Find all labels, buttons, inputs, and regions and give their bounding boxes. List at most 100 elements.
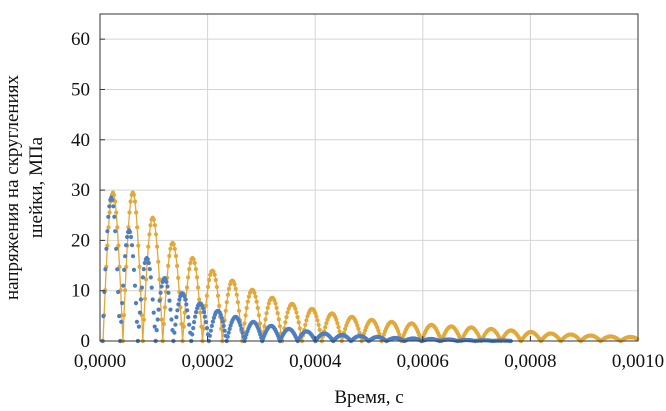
series-1-point <box>377 331 382 336</box>
series-1-point <box>243 313 248 318</box>
series-1-point <box>334 317 339 322</box>
series-1-point <box>155 244 160 249</box>
series-1-point <box>161 321 166 327</box>
series-1-point <box>181 324 186 329</box>
series-1-point <box>201 326 206 331</box>
series-2-point <box>194 310 199 315</box>
series-1-point <box>107 210 112 215</box>
series-1-point <box>147 232 152 237</box>
series-2-point <box>131 267 137 272</box>
x-tick-label: 0,0004 <box>289 351 342 372</box>
series-2-point <box>186 315 191 320</box>
series-1-point <box>197 297 202 302</box>
series-2-point <box>193 314 198 319</box>
series-1-point <box>121 313 127 318</box>
series-1-point <box>152 223 157 228</box>
series-2-point <box>177 297 182 302</box>
series-2-point <box>148 275 153 280</box>
series-2-point <box>114 246 119 251</box>
series-1-point <box>242 321 247 326</box>
series-1-point <box>276 317 281 322</box>
x-axis-title: Время, с <box>334 387 403 408</box>
x-tick-label: 0,0006 <box>397 351 449 372</box>
series-2-point <box>127 229 133 235</box>
series-2-point <box>136 324 141 329</box>
series-2-point <box>120 301 125 306</box>
series-1-point <box>233 286 238 291</box>
series-2-point <box>103 267 108 272</box>
series-2-point <box>204 326 210 331</box>
series-1-point <box>293 306 298 311</box>
series-1-point <box>266 301 271 306</box>
series-1-point <box>208 272 213 277</box>
y-tick-label: 0 <box>81 331 91 352</box>
series-2-point <box>117 314 122 319</box>
series-1-point <box>135 225 140 230</box>
series-2-point <box>169 317 174 322</box>
series-1-point <box>124 264 129 269</box>
series-1-point <box>252 290 257 295</box>
series-1-point <box>214 284 219 290</box>
series-1-point <box>304 318 309 323</box>
y-tick-label: 20 <box>71 230 90 251</box>
series-1-point <box>172 246 177 251</box>
series-1-point <box>127 210 132 215</box>
series-2-point <box>185 308 190 313</box>
series-1-point <box>137 264 142 269</box>
series-1-point <box>173 253 178 259</box>
series-1-point <box>105 243 110 248</box>
series-1-point <box>283 320 288 325</box>
series-2-point <box>159 284 164 289</box>
series-2-point <box>125 234 130 240</box>
series-1-point <box>256 313 261 318</box>
series-1-point <box>115 225 120 230</box>
series-2-point <box>115 267 120 272</box>
series-2-point <box>174 315 179 320</box>
series-2-point <box>175 308 180 313</box>
series-2-point <box>134 319 139 324</box>
series-1-point <box>264 311 269 316</box>
series-2-point <box>172 330 177 335</box>
series-1-point <box>162 305 167 310</box>
series-1-point <box>136 243 141 248</box>
series-2-point <box>137 310 142 315</box>
series-2-point <box>165 284 170 289</box>
series-2-point <box>176 302 181 307</box>
series-1-point <box>253 294 258 299</box>
y-axis-ticks: 0 10 20 30 40 50 60 <box>71 29 105 352</box>
x-tick-label: 0,0000 <box>74 351 126 372</box>
series-2-point <box>168 307 173 312</box>
series-2-point <box>121 283 126 288</box>
series-1-point <box>176 275 181 280</box>
series-1-point <box>223 308 228 313</box>
series-2-point <box>202 314 208 319</box>
series-1-point <box>215 293 221 298</box>
series-2-point <box>164 279 169 284</box>
series-2-point <box>156 307 161 312</box>
series-2-point <box>227 326 232 331</box>
series-2-point <box>208 328 213 333</box>
series-2-point <box>123 254 128 259</box>
series-1-point <box>323 325 328 330</box>
series-1-point <box>141 317 146 322</box>
series-1-point <box>184 285 190 290</box>
series-2-point <box>192 320 197 325</box>
series-1-point <box>186 275 191 280</box>
series-2-point <box>145 257 150 262</box>
series-2-point <box>173 322 178 327</box>
series-2-point <box>221 323 226 328</box>
series-2-point <box>116 289 121 295</box>
series-2-point <box>207 333 212 338</box>
series-1-point <box>111 192 117 197</box>
series-2-point <box>157 298 162 303</box>
series-1-point <box>171 242 176 247</box>
series-1-point <box>168 246 173 251</box>
series-2-point <box>183 297 188 302</box>
series-2-point <box>151 310 156 315</box>
series-1-point <box>178 305 183 310</box>
grid <box>100 14 638 341</box>
series-2-point <box>146 260 151 266</box>
plot-series <box>100 190 640 344</box>
series-1-point <box>336 325 341 330</box>
series-1-point <box>175 263 180 268</box>
